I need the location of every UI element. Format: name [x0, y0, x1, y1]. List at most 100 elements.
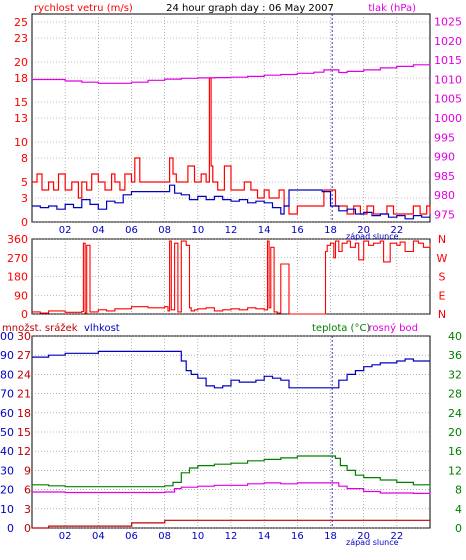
wind-y-tick-label: 13 — [14, 112, 28, 125]
x-tick-label: 02 — [59, 531, 72, 542]
wind-y-tick-label: 15 — [14, 96, 28, 109]
x-tick-label: 16 — [291, 531, 304, 542]
x-tick-label: 18 — [324, 531, 337, 542]
wind-y-tick-label: 20 — [14, 56, 28, 69]
series-humidity — [32, 350, 430, 389]
pressure-y-tick-label: 1010 — [434, 73, 462, 86]
wind-y-tick-label: 3 — [21, 192, 28, 205]
temperature-y-tick-label: 40 — [448, 330, 462, 343]
x-tick-label: 10 — [191, 225, 204, 236]
pressure-y-tick-label: 1025 — [434, 16, 462, 29]
rain-y-tick-label: 0 — [24, 522, 31, 535]
wind-speed-axis-title: rychlost vetru (m/s) — [34, 3, 133, 14]
rain-y-tick-label: 15 — [17, 426, 31, 439]
x-tick-label: 08 — [158, 531, 171, 542]
temperature-y-tick-label: 20 — [448, 426, 462, 439]
rain-y-tick-label: 24 — [17, 368, 31, 381]
x-tick-label: 14 — [258, 531, 271, 542]
rain-axis-title: množst. srážek — [2, 322, 78, 334]
axis-labels: 0358101315182023259759809859909951000100… — [0, 16, 462, 542]
wind-y-tick-label: 0 — [21, 216, 28, 229]
x-tick-label: 20 — [357, 531, 370, 542]
temperature-axis-title: teplota (°C) — [312, 323, 370, 334]
temperature-y-tick-label: 32 — [448, 368, 462, 381]
humidity-y-tick-label: 10 — [0, 503, 14, 516]
series-avg — [32, 184, 430, 220]
rain-y-tick-label: 27 — [17, 349, 31, 362]
temperature-y-tick-label: 16 — [448, 445, 462, 458]
x-tick-label: 12 — [225, 225, 238, 236]
humidity-y-tick-label: 70 — [0, 388, 14, 401]
pressure-y-tick-label: 1005 — [434, 93, 462, 106]
pressure-axis-title: tlak (hPa) — [368, 3, 416, 14]
temperature-y-tick-label: 12 — [448, 464, 462, 477]
wind-y-tick-label: 10 — [14, 136, 28, 149]
x-tick-label: 04 — [92, 531, 105, 542]
wind-y-tick-label: 25 — [14, 16, 28, 29]
direction-y-tick-label: 0 — [21, 308, 28, 321]
wind-y-tick-label: 18 — [14, 72, 28, 85]
humidity-y-tick-label: 40 — [0, 445, 14, 458]
rain-y-tick-label: 21 — [17, 388, 31, 401]
rain-y-tick-label: 18 — [17, 407, 31, 420]
rain-y-tick-label: 9 — [24, 464, 31, 477]
x-tick-label: 22 — [390, 531, 403, 542]
x-tick-label: 06 — [125, 225, 138, 236]
humidity-y-tick-label: 60 — [0, 407, 14, 420]
data-series — [32, 64, 431, 529]
series-dewpoint — [32, 482, 431, 495]
series-rain — [32, 519, 430, 529]
series-direction — [32, 240, 431, 315]
pressure-y-tick-label: 980 — [434, 189, 455, 202]
pressure-y-tick-label: 1020 — [434, 35, 462, 48]
temperature-y-tick-label: 8 — [455, 484, 462, 497]
direction-y-tick-label: 360 — [7, 233, 28, 246]
x-tick-label: 12 — [225, 531, 238, 542]
compass-label: S — [439, 271, 446, 284]
direction-y-tick-label: 90 — [14, 289, 28, 302]
pressure-y-tick-label: 995 — [434, 131, 455, 144]
humidity-y-tick-label: 30 — [0, 464, 14, 477]
compass-label: N — [438, 308, 446, 321]
wind-y-tick-label: 8 — [21, 152, 28, 165]
wind-y-tick-label: 5 — [21, 176, 28, 189]
x-tick-label: 08 — [158, 225, 171, 236]
humidity-y-tick-label: 50 — [0, 426, 14, 439]
temperature-y-tick-label: 28 — [448, 388, 462, 401]
rain-y-tick-label: 30 — [17, 330, 31, 343]
rain-y-tick-label: 12 — [17, 445, 31, 458]
rain-y-tick-label: 3 — [24, 503, 31, 516]
x-tick-label: 06 — [125, 531, 138, 542]
temperature-y-tick-label: 0 — [455, 522, 462, 535]
x-tick-label: 18 — [324, 225, 337, 236]
x-tick-label: 20 — [357, 225, 370, 236]
pressure-y-tick-label: 1000 — [434, 112, 462, 125]
temperature-y-tick-label: 24 — [448, 407, 462, 420]
pressure-y-tick-label: 975 — [434, 208, 455, 221]
dewpoint-axis-title: rosný bod — [369, 322, 418, 334]
temperature-y-tick-label: 4 — [455, 503, 462, 516]
x-tick-label: 14 — [258, 225, 271, 236]
compass-label: W — [437, 252, 448, 265]
direction-y-tick-label: 180 — [7, 271, 28, 284]
humidity-y-tick-label: 80 — [0, 368, 14, 381]
series-temperature — [32, 455, 431, 488]
humidity-y-tick-label: 90 — [0, 349, 14, 362]
pressure-y-tick-label: 985 — [434, 170, 455, 183]
x-tick-label: 04 — [92, 225, 105, 236]
x-tick-label: 02 — [59, 225, 72, 236]
chart-title: 24 hour graph day : 06 May 2007 — [166, 3, 334, 14]
pressure-y-tick-label: 990 — [434, 151, 455, 164]
x-tick-label: 10 — [191, 531, 204, 542]
wind-y-tick-label: 23 — [14, 32, 28, 45]
gridlines — [32, 14, 430, 529]
rain-y-tick-label: 6 — [24, 484, 31, 497]
pressure-y-tick-label: 1015 — [434, 54, 462, 67]
humidity-axis-title: vlhkost — [84, 323, 120, 334]
x-tick-label: 16 — [291, 225, 304, 236]
sunset-label-bottom: západ slunce — [346, 538, 399, 547]
direction-y-tick-label: 270 — [7, 252, 28, 265]
series-pressure — [32, 64, 431, 84]
temperature-y-tick-label: 36 — [448, 349, 462, 362]
